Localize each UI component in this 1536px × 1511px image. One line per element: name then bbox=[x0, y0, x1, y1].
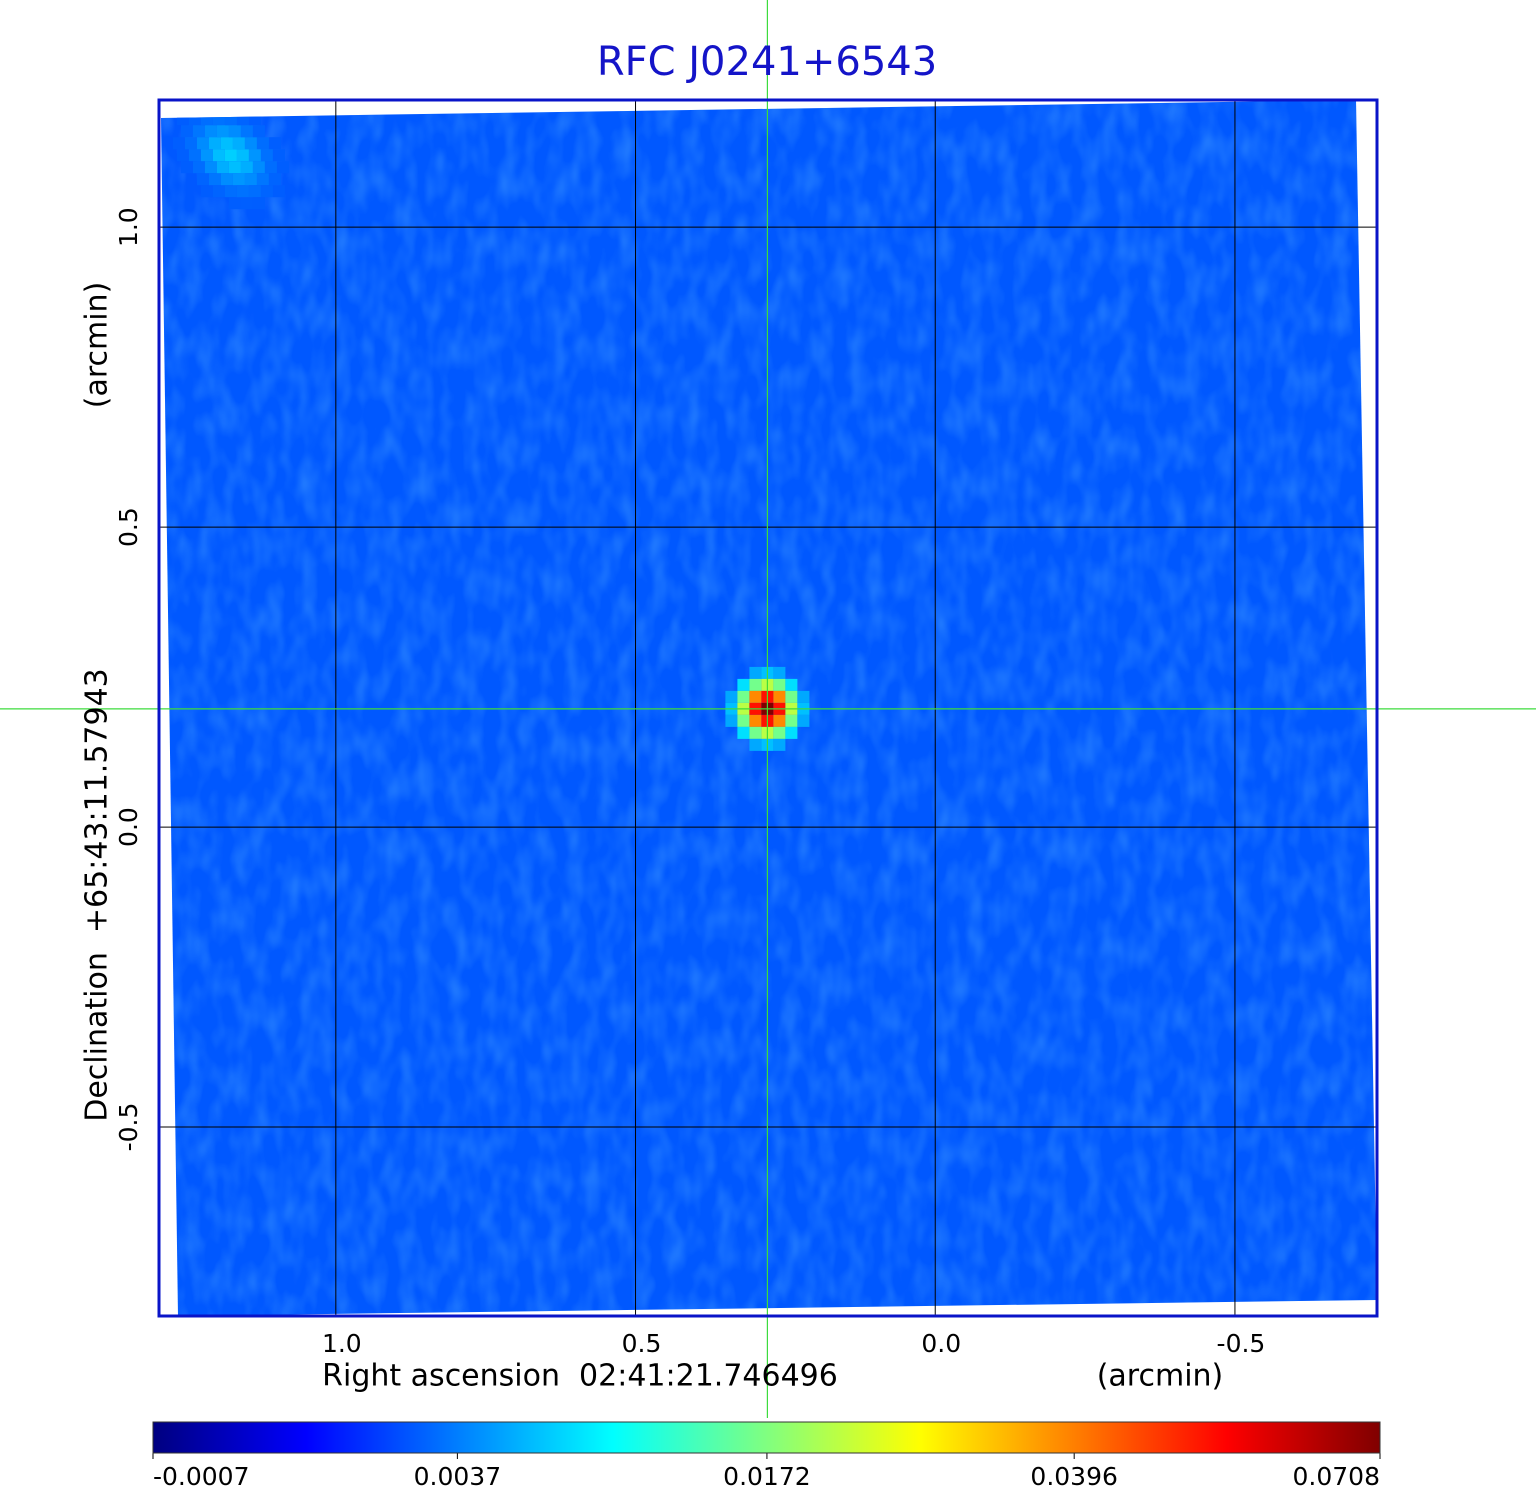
y-tick-label: -0.5 bbox=[114, 1103, 143, 1152]
colorbar-tick-label: -0.0007 bbox=[153, 1462, 250, 1491]
y-tick-label: 0.5 bbox=[114, 507, 143, 547]
y-axis-label: Declination +65:43:11.57943 bbox=[80, 668, 115, 1122]
colorbar-tick-label: 0.0037 bbox=[414, 1462, 501, 1491]
x-axis-unit: (arcmin) bbox=[1097, 1359, 1224, 1394]
y-tick-label: 0.0 bbox=[114, 807, 143, 847]
source bbox=[725, 666, 810, 751]
x-axis-label: Right ascension 02:41:21.746496 bbox=[322, 1359, 838, 1394]
colorbar bbox=[152, 1421, 1381, 1454]
x-tick-label: -0.5 bbox=[1217, 1329, 1266, 1358]
image-footprint bbox=[161, 100, 1377, 1316]
x-tick-label: 0.5 bbox=[622, 1329, 662, 1358]
y-axis-unit: (arcmin) bbox=[80, 282, 115, 409]
x-tick-label: 0.0 bbox=[921, 1329, 961, 1358]
colorbar-tick-label: 0.0708 bbox=[1293, 1462, 1380, 1491]
chart-title: RFC J0241+6543 bbox=[597, 39, 937, 85]
x-tick-label: 1.0 bbox=[322, 1329, 362, 1358]
y-tick-label: 1.0 bbox=[114, 207, 143, 247]
colorbar-tick-label: 0.0396 bbox=[1030, 1462, 1117, 1491]
plot-frame bbox=[157, 98, 1379, 1318]
colorbar-tick-label: 0.0172 bbox=[723, 1462, 810, 1491]
